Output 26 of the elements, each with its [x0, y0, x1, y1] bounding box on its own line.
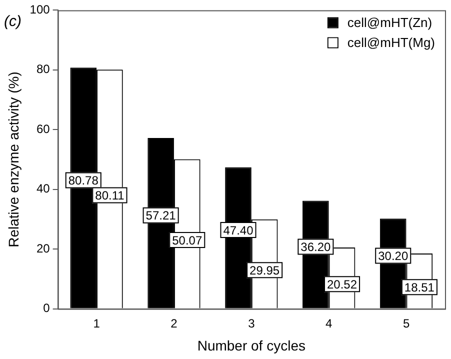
y-tick-label: 100: [30, 2, 50, 17]
y-tick-label: 60: [36, 122, 50, 136]
y-tick-label: 20: [36, 241, 50, 256]
legend-label: cell@mHT(Mg): [347, 34, 436, 50]
data-label: 57.21: [146, 208, 176, 223]
data-label: 36.20: [300, 240, 332, 254]
y-axis-title: Relative enzyme activity (%): [5, 72, 22, 248]
data-label: 29.95: [250, 263, 280, 278]
legend-label: cell@mHT(Zn): [347, 14, 432, 30]
x-tick-label: 1: [93, 316, 100, 330]
data-label: 47.40: [223, 223, 254, 238]
data-label: 18.51: [404, 280, 435, 294]
data-label: 80.11: [95, 188, 125, 203]
data-label: 30.20: [378, 249, 408, 264]
x-tick-label: 4: [326, 316, 333, 330]
x-tick-label: 3: [248, 316, 256, 330]
chart-title: (c): [4, 13, 22, 30]
data-label: 20.52: [326, 277, 358, 292]
data-label: 50.07: [172, 233, 202, 248]
x-axis-title: Number of cycles: [197, 337, 306, 354]
y-tick-label: 40: [36, 182, 50, 196]
x-tick-label: 5: [402, 316, 410, 330]
y-tick-label: 0: [43, 301, 50, 316]
data-label: 80.78: [68, 174, 99, 188]
x-tick-label: 2: [170, 316, 178, 330]
y-tick-label: 80: [36, 62, 50, 76]
